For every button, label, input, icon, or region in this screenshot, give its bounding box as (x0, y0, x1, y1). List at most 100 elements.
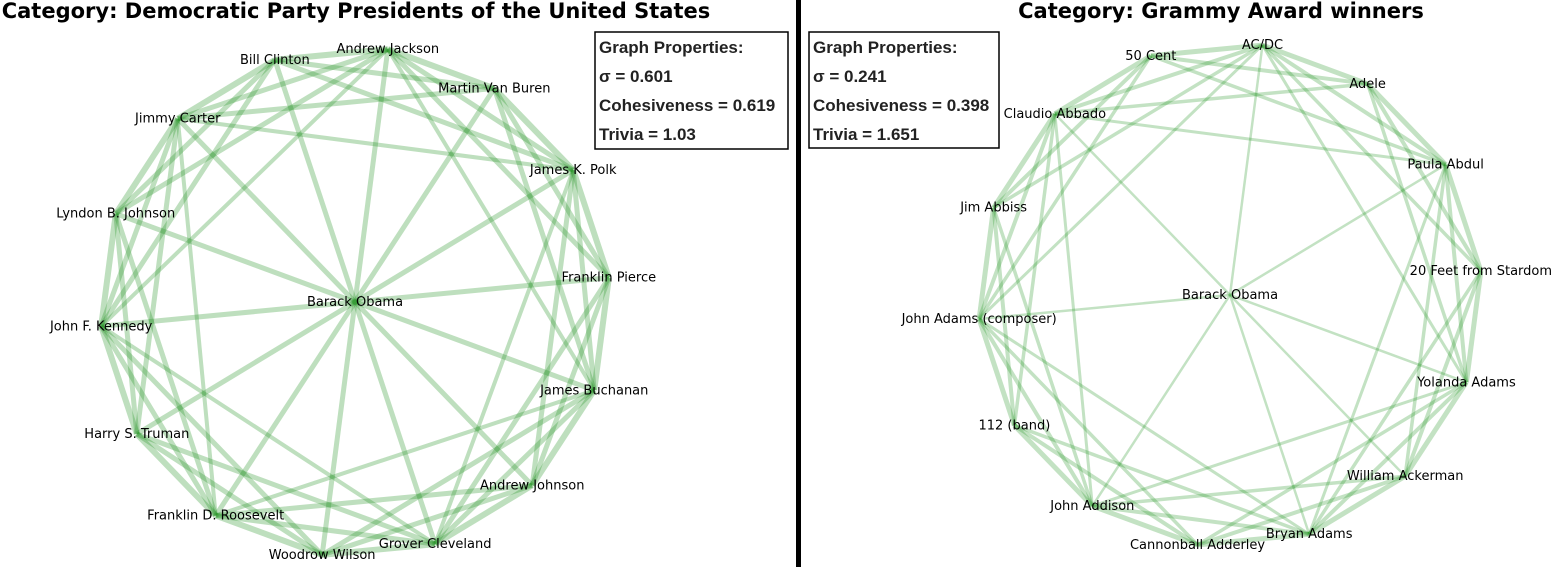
node-label: AC/DC (1242, 38, 1283, 53)
edge (215, 482, 533, 519)
node-label: Lyndon B. Johnson (56, 207, 175, 222)
edge (570, 169, 597, 391)
edge (1054, 43, 1264, 116)
node-label: Bill Clinton (240, 53, 310, 68)
edge (1403, 164, 1448, 477)
node-label: 112 (band) (978, 418, 1050, 433)
node-label: Martin Van Buren (438, 81, 550, 96)
edge (354, 299, 596, 393)
edge (1261, 43, 1447, 167)
edge (352, 301, 438, 545)
edge (274, 57, 575, 173)
properties-title: Graph Properties: (599, 38, 744, 57)
edge (976, 207, 997, 320)
edge (979, 293, 1231, 321)
edge (1443, 164, 1469, 383)
edge (529, 276, 612, 487)
edge (353, 300, 535, 488)
edge (1150, 42, 1263, 59)
node-label: Claudio Abbado (1004, 107, 1106, 122)
node-label: James K. Polk (529, 163, 617, 178)
graph-panel: Category: Grammy Award winners Barack Oba… (808, 0, 1552, 553)
node-label: Andrew Jackson (337, 42, 440, 57)
edge (177, 116, 574, 172)
edge (1013, 423, 1310, 536)
edge (177, 85, 495, 122)
edge (1012, 423, 1095, 508)
node-label: John F. Kennedy (49, 319, 153, 334)
node-label: Woodrow Wilson (269, 548, 376, 563)
edge (213, 300, 358, 517)
edge (978, 44, 1264, 321)
edge (1091, 380, 1467, 508)
node-label: William Ackerman (1347, 469, 1464, 484)
edge (977, 317, 1095, 508)
edge (1229, 294, 1407, 478)
edge (274, 57, 495, 91)
edge (1307, 164, 1448, 535)
edge (114, 46, 390, 216)
node-label: Grover Cleveland (379, 537, 492, 552)
edge (1463, 270, 1484, 383)
edge (215, 513, 436, 547)
edge (98, 117, 181, 328)
edge (1365, 82, 1483, 273)
edge (977, 113, 1057, 320)
edge (1307, 380, 1468, 536)
edge (100, 299, 356, 329)
property: Cohesiveness = 0.398 (813, 96, 989, 115)
edge (433, 388, 596, 546)
edge (113, 212, 219, 517)
node-label: Paula Abdul (1407, 158, 1483, 173)
edge (529, 169, 576, 486)
edge (320, 388, 596, 558)
edge (319, 301, 358, 556)
edge (1261, 44, 1468, 384)
edge (352, 87, 497, 304)
edge (113, 213, 140, 435)
edge (1365, 82, 1448, 167)
edge (433, 276, 611, 546)
edge (386, 46, 496, 92)
edge (1053, 113, 1094, 507)
edges (98, 46, 612, 558)
edges (976, 42, 1484, 548)
node-label: James Buchanan (539, 383, 648, 398)
edge (1228, 294, 1311, 535)
property: Trivia = 1.651 (813, 125, 919, 144)
node-label: Franklin Pierce (562, 271, 657, 286)
edge (99, 324, 218, 517)
node-label: Yolanda Adams (1416, 375, 1516, 390)
edge (1150, 54, 1447, 167)
edge (386, 48, 596, 392)
edge (1012, 113, 1057, 426)
edge (1092, 504, 1310, 537)
edge (134, 431, 218, 518)
edge (135, 431, 324, 557)
edge (114, 58, 277, 216)
node-label: Cannonball Adderley (1130, 538, 1265, 553)
edge (321, 482, 534, 558)
node-label: John Adams (composer) (901, 312, 1057, 327)
edge (991, 112, 1057, 210)
edge (98, 213, 119, 327)
edge (353, 167, 575, 305)
property: Trivia = 1.03 (599, 125, 696, 144)
edge (176, 57, 277, 122)
edge (99, 324, 324, 557)
node-label: 50 Cent (1125, 49, 1176, 64)
properties-box (594, 31, 789, 150)
edge (1091, 503, 1199, 548)
node-label: Andrew Johnson (480, 478, 584, 493)
edge (1443, 163, 1484, 272)
edge (992, 43, 1264, 210)
edge (386, 47, 611, 280)
edge (977, 317, 1199, 547)
node-label: Adele (1349, 77, 1386, 92)
node-label: Franklin D. Roosevelt (147, 509, 284, 524)
edge (1229, 293, 1467, 384)
properties-box (808, 31, 1000, 149)
edge (1307, 270, 1483, 536)
edge (1054, 82, 1368, 116)
edge (492, 86, 576, 173)
